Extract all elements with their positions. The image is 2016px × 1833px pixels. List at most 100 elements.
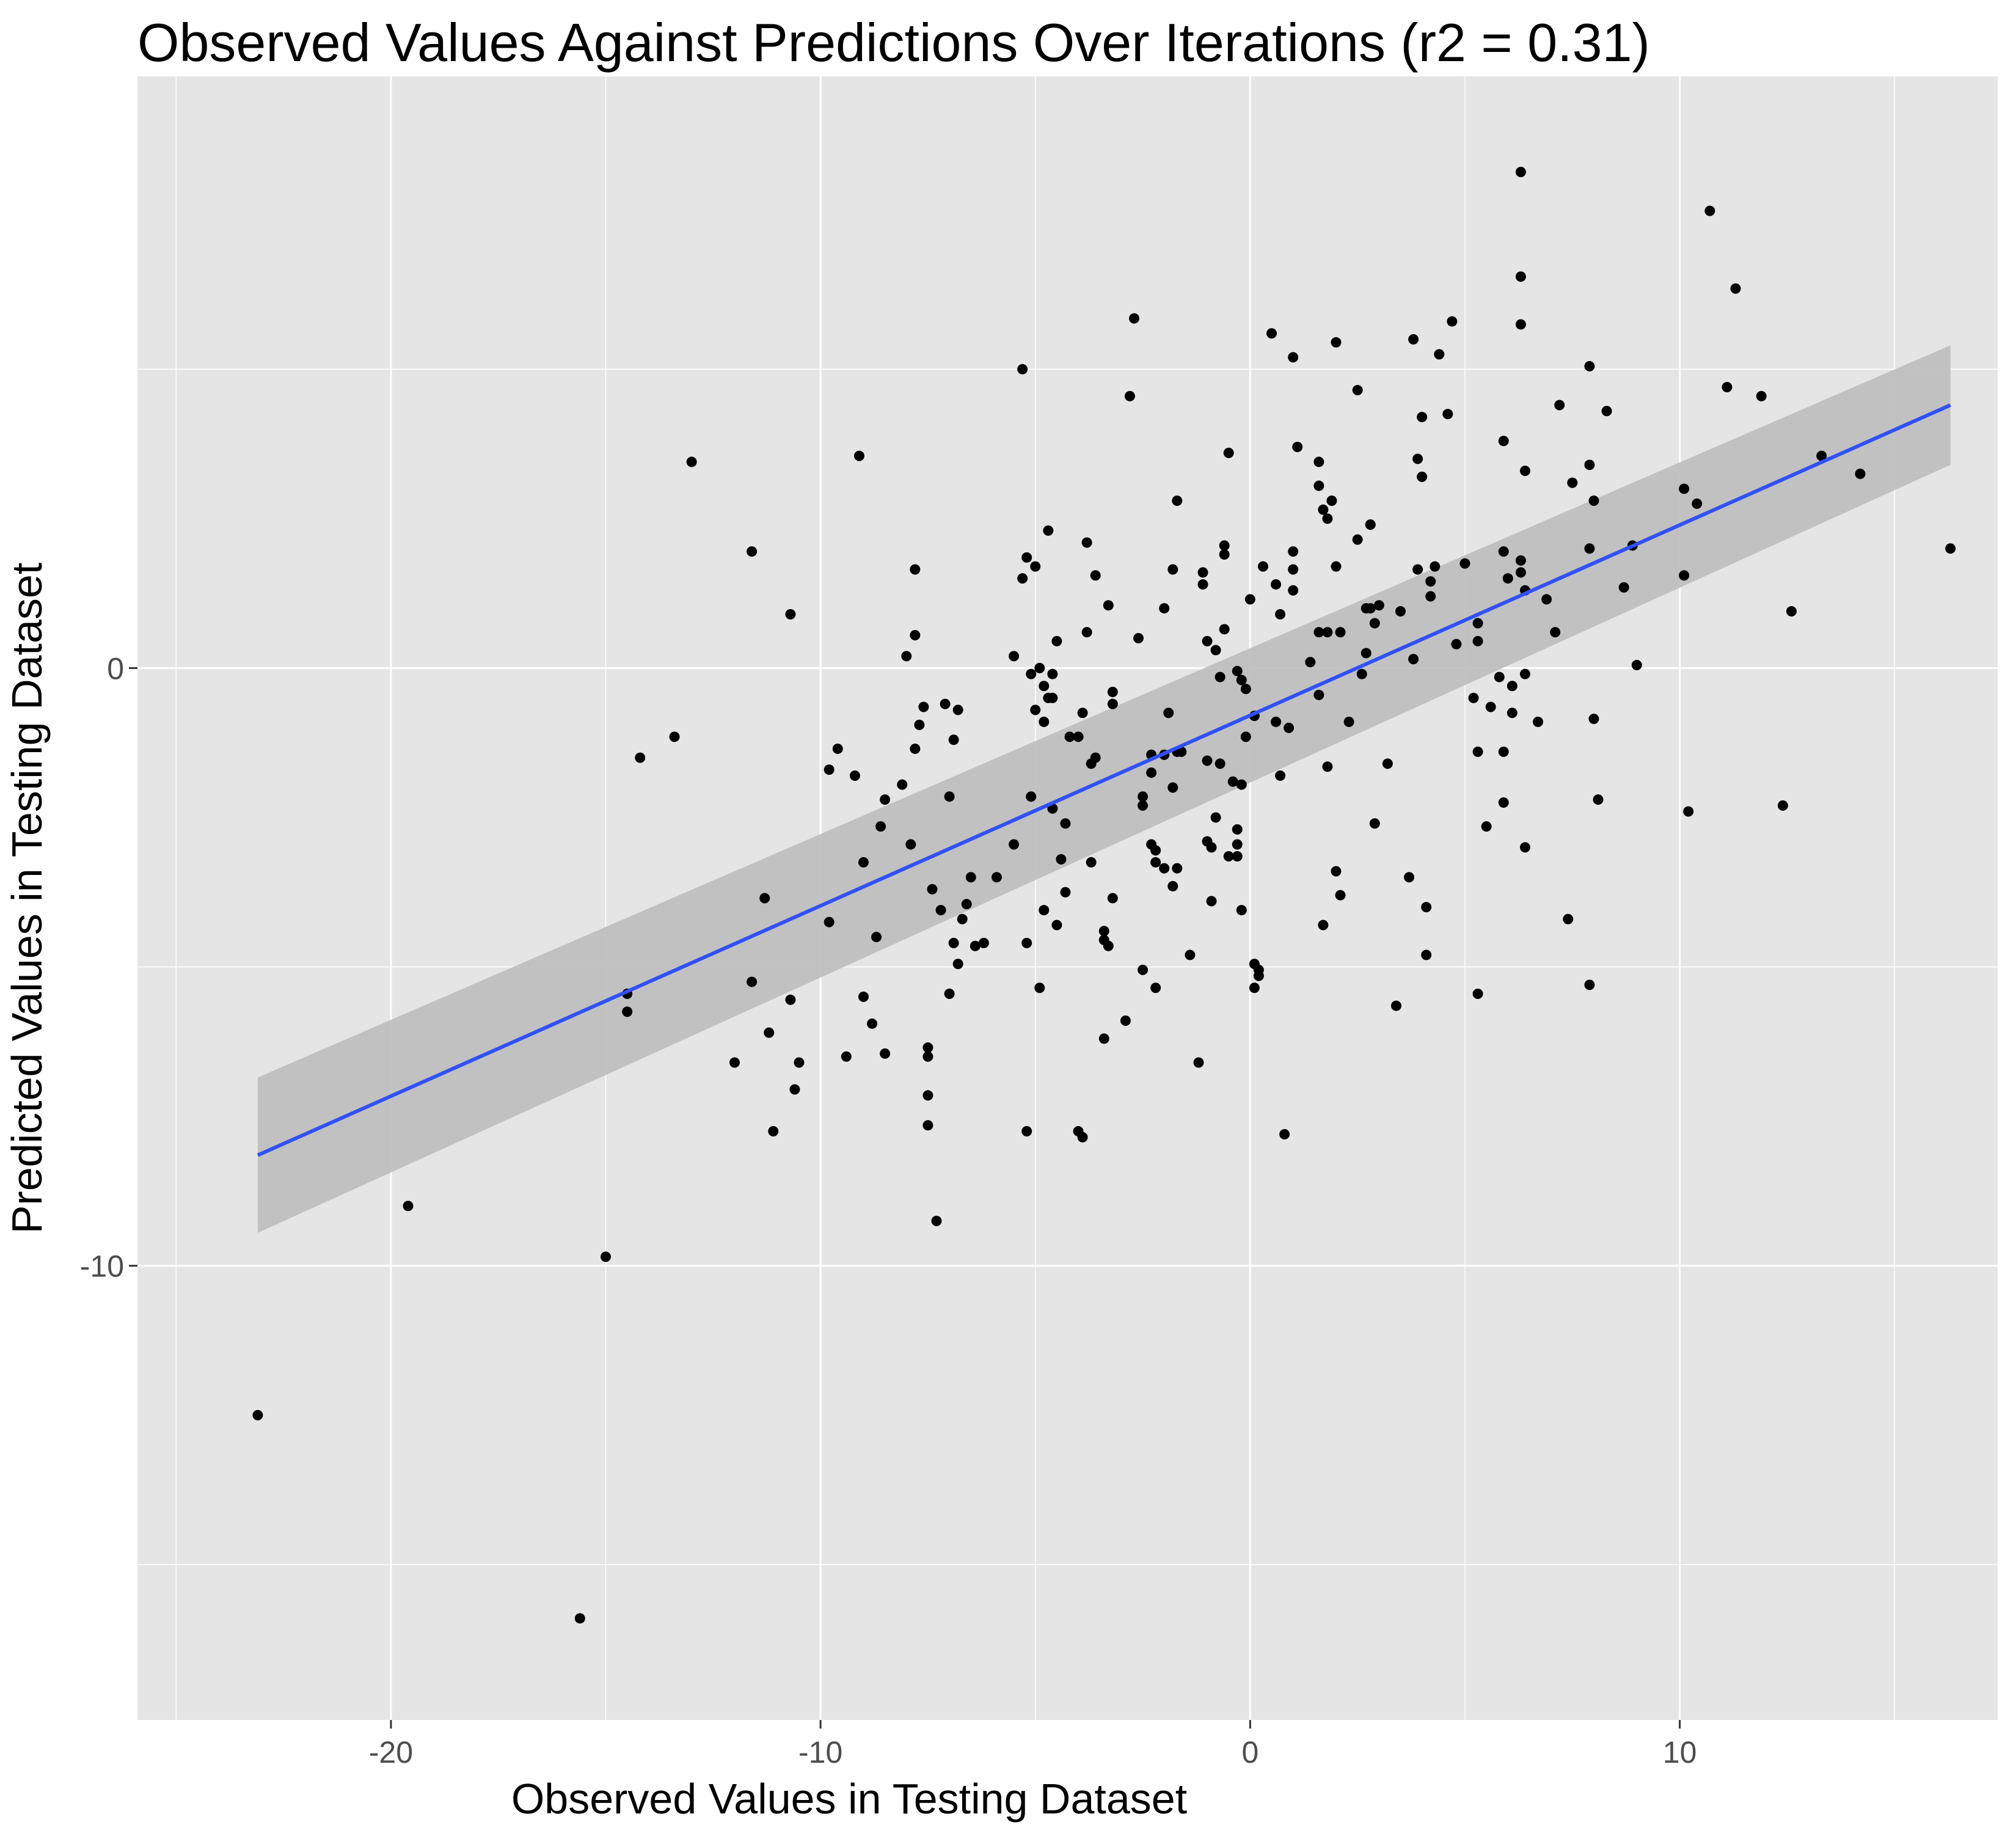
data-point	[1021, 552, 1032, 563]
data-point	[1335, 627, 1346, 638]
data-point	[1786, 606, 1797, 616]
data-point	[1047, 668, 1058, 679]
data-point	[1223, 851, 1234, 862]
data-point	[1365, 603, 1376, 614]
data-point	[1313, 456, 1324, 467]
data-point	[1588, 714, 1599, 725]
data-point	[1331, 561, 1342, 572]
data-point	[1077, 708, 1088, 719]
data-point	[785, 994, 796, 1005]
grid-minor	[137, 76, 1998, 1720]
data-point	[858, 857, 869, 868]
data-point	[1284, 722, 1295, 733]
data-point	[1090, 570, 1101, 581]
data-point	[1138, 791, 1149, 802]
data-point	[759, 893, 770, 904]
data-point	[948, 734, 959, 745]
data-point	[1356, 668, 1367, 679]
data-point	[1631, 660, 1642, 671]
data-point	[914, 719, 925, 730]
data-point	[1421, 902, 1432, 913]
plot-panel	[137, 76, 1998, 1720]
data-point	[1459, 558, 1470, 569]
data-point	[1017, 364, 1028, 375]
data-point	[1313, 480, 1324, 491]
data-point	[252, 1410, 263, 1421]
data-point	[1584, 979, 1595, 990]
data-point	[1275, 609, 1286, 620]
data-point	[824, 764, 835, 775]
data-point	[1507, 708, 1517, 719]
data-point	[1322, 761, 1333, 772]
data-point	[1412, 564, 1423, 575]
data-point	[1051, 920, 1062, 931]
data-point	[1390, 1000, 1401, 1011]
data-point	[1090, 752, 1101, 763]
data-point	[1318, 504, 1329, 515]
data-points	[252, 167, 1956, 1624]
data-point	[403, 1201, 414, 1212]
data-point	[1472, 635, 1483, 646]
data-point	[1021, 1125, 1032, 1136]
data-point	[1098, 1033, 1109, 1044]
data-point	[1533, 716, 1544, 727]
data-point	[1159, 603, 1170, 614]
data-point	[901, 651, 912, 662]
data-point	[935, 905, 946, 916]
data-point	[910, 630, 921, 641]
data-point	[1159, 863, 1170, 874]
data-point	[1197, 579, 1208, 590]
data-point	[1679, 570, 1690, 581]
chart-title: Observed Values Against Predictions Over…	[137, 12, 1650, 73]
data-point	[1219, 540, 1230, 551]
data-point	[1138, 800, 1149, 811]
data-point	[1129, 313, 1140, 324]
data-point	[1026, 791, 1037, 802]
data-point	[1021, 937, 1032, 948]
data-point	[1447, 316, 1458, 327]
data-point	[905, 839, 916, 850]
data-point	[1197, 567, 1208, 578]
y-tick-label: 0	[107, 651, 124, 686]
data-point	[1365, 519, 1376, 530]
data-point	[1417, 471, 1428, 482]
data-point	[1519, 466, 1530, 477]
data-point	[1236, 905, 1247, 916]
data-point	[1073, 731, 1084, 742]
data-point	[1009, 651, 1020, 662]
data-point	[1202, 635, 1213, 646]
data-point	[1326, 496, 1337, 507]
data-point	[1017, 573, 1028, 584]
data-point	[574, 1613, 585, 1624]
data-point	[789, 1084, 800, 1095]
data-point	[1425, 591, 1436, 602]
data-point	[794, 1057, 805, 1068]
data-point	[961, 899, 972, 910]
data-point	[1146, 767, 1157, 778]
data-point	[875, 821, 886, 832]
data-point	[1219, 624, 1230, 635]
data-point	[841, 1051, 852, 1062]
data-point	[601, 1251, 612, 1262]
data-point	[1107, 698, 1118, 709]
data-point	[1395, 606, 1406, 616]
data-point	[1138, 964, 1149, 975]
data-point	[1515, 567, 1526, 578]
data-point	[1335, 890, 1346, 901]
data-point	[952, 704, 963, 715]
data-point	[729, 1057, 740, 1068]
data-point	[1030, 704, 1041, 715]
x-tick-label: -20	[369, 1735, 413, 1769]
data-point	[1163, 708, 1174, 719]
x-axis-title: Observed Values in Testing Dataset	[511, 1775, 1187, 1823]
data-point	[1472, 989, 1483, 1000]
data-point	[764, 1027, 775, 1038]
data-point	[1485, 701, 1496, 712]
data-point	[922, 1051, 933, 1062]
data-point	[1223, 447, 1234, 458]
data-point	[1167, 564, 1178, 575]
data-point	[1515, 319, 1526, 330]
data-point	[1679, 483, 1690, 494]
data-point	[1722, 382, 1733, 393]
